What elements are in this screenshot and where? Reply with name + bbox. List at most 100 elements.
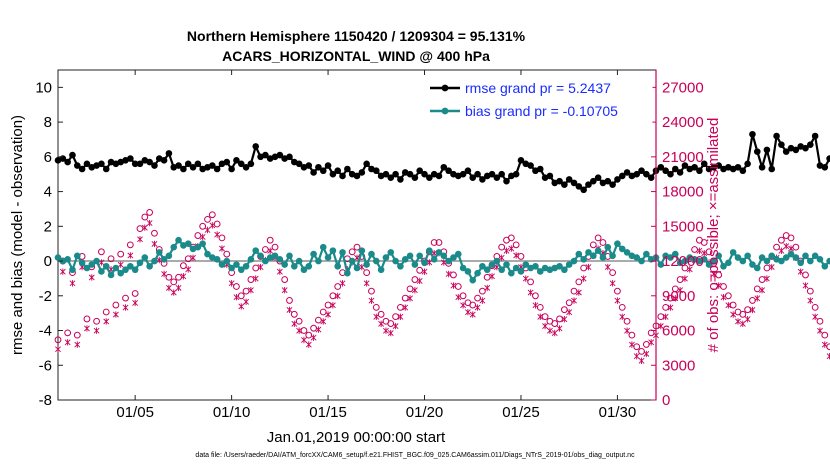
obs-possible-point	[151, 229, 158, 237]
bias-point	[565, 261, 573, 268]
bias-point	[792, 254, 800, 261]
bias-point	[503, 261, 510, 268]
obs-assimilated-point	[701, 249, 708, 257]
bias-point	[286, 252, 293, 260]
rmse-point	[696, 167, 703, 175]
obs-possible-point	[233, 283, 240, 290]
y-right-tick-label: 18000	[662, 184, 704, 201]
bias-point	[151, 257, 158, 265]
rmse-point	[671, 165, 679, 173]
obs-assimilated-point	[166, 284, 172, 292]
bias-point	[98, 268, 105, 275]
bias-point	[348, 257, 356, 265]
bias-point	[122, 266, 129, 274]
bias-point	[720, 262, 727, 270]
obs-possible-point	[744, 306, 752, 314]
bias-point	[93, 257, 100, 265]
rmse-point	[570, 179, 578, 187]
bias-point	[671, 250, 679, 258]
obs-assimilated-point	[662, 313, 669, 321]
obs-assimilated-point	[628, 341, 635, 348]
bias-point	[334, 262, 342, 270]
rmse-point	[324, 162, 332, 169]
rmse-point	[160, 157, 168, 164]
rmse-point	[811, 132, 819, 140]
rmse-point	[392, 170, 399, 178]
bias-point	[242, 262, 250, 270]
y-right-tick-label: 3000	[662, 357, 695, 374]
rmse-point	[305, 162, 313, 169]
rmse-point	[397, 176, 404, 183]
obs-assimilated-point	[445, 270, 452, 278]
obs-assimilated-point	[209, 222, 216, 229]
obs-assimilated-point	[489, 273, 495, 280]
obs-possible-point	[107, 255, 115, 263]
bias-point	[758, 254, 766, 261]
rmse-point	[565, 176, 573, 183]
obs-possible-point	[556, 315, 563, 323]
bias-point	[469, 276, 477, 284]
rmse-point	[512, 170, 520, 178]
obs-assimilated-point	[551, 329, 558, 337]
obs-assimilated-point	[122, 304, 129, 311]
legend-rmse-text: rmse grand pr = 5.2437	[465, 80, 611, 96]
rmse-point	[233, 157, 240, 164]
obs-possible-point	[821, 331, 829, 339]
bias-point	[440, 252, 448, 260]
x-tick-label: 01/10	[213, 404, 251, 421]
x-tick-label: 01/30	[599, 404, 637, 421]
bias-point	[397, 262, 404, 270]
bias-point	[522, 261, 530, 268]
obs-possible-point	[691, 246, 698, 253]
bias-point	[459, 264, 467, 272]
rmse-point	[715, 162, 722, 169]
obs-possible-point	[122, 294, 129, 302]
obs-possible-point	[93, 317, 100, 325]
obs-assimilated-point	[291, 320, 298, 327]
obs-assimilated-point	[465, 309, 471, 316]
obs-possible-point	[435, 239, 443, 246]
bias-point	[618, 245, 626, 253]
y-left-tick-label: 0	[44, 253, 52, 270]
y-left-tick-label: 8	[44, 114, 52, 131]
bias-point	[445, 257, 452, 265]
obs-assimilated-point	[821, 341, 828, 348]
bias-point	[464, 268, 472, 275]
bias-point	[753, 264, 761, 272]
obs-possible-point	[657, 313, 665, 321]
x-tick-label: 01/20	[406, 404, 444, 421]
obs-possible-point	[286, 297, 293, 304]
obs-assimilated-point	[146, 219, 153, 227]
obs-assimilated-point	[383, 327, 389, 334]
rmse-point	[604, 177, 612, 185]
obs-series-group	[54, 209, 830, 365]
rmse-point	[493, 174, 501, 181]
obs-assimilated-point	[378, 320, 385, 327]
bias-point	[749, 261, 756, 268]
obs-assimilated-point	[247, 287, 254, 294]
obs-assimilated-point	[537, 313, 544, 321]
rmse-point	[527, 162, 534, 169]
obs-possible-point	[141, 213, 149, 221]
rmse-point	[363, 160, 370, 168]
obs-assimilated-point	[55, 346, 61, 353]
rmse-point	[575, 183, 583, 190]
bias-point	[319, 243, 327, 251]
obs-assimilated-point	[817, 327, 823, 334]
obs-assimilated-point	[788, 245, 794, 252]
rmse-point	[753, 148, 761, 155]
bias-point	[604, 243, 612, 251]
obs-possible-point	[623, 317, 631, 325]
bias-point	[657, 261, 665, 268]
bias-point	[435, 249, 443, 256]
bias-point	[377, 266, 385, 274]
rmse-point	[83, 160, 91, 168]
rmse-point	[406, 170, 414, 178]
x-tick-label: 01/25	[502, 404, 540, 421]
obs-possible-point	[532, 292, 539, 300]
legend-bias-marker	[441, 107, 449, 115]
y-left-tick-label: -6	[39, 357, 52, 374]
rmse-point	[585, 181, 592, 188]
obs-possible-point	[758, 276, 766, 283]
